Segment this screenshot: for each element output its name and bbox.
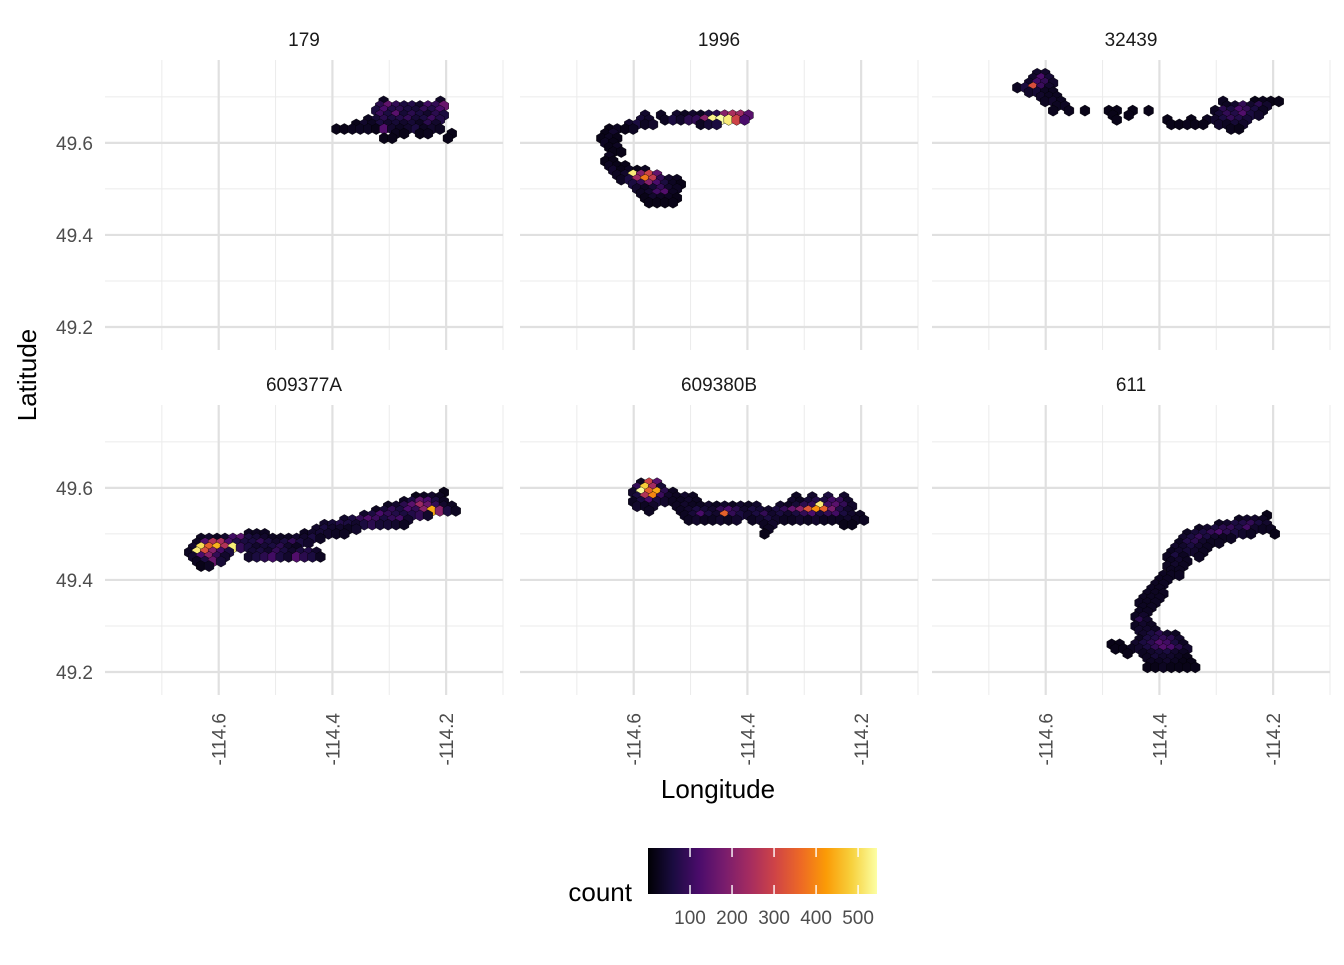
hex-cell (1198, 118, 1209, 131)
hex-cell (315, 551, 326, 563)
hex-cell (339, 528, 350, 540)
hex-cell (1174, 569, 1185, 582)
panels-layer: 179 49.2 49.4 49.6 1996 32439 609377A 49.2 49.4 4… (56, 30, 1331, 695)
y-axis-title: Latitude (12, 329, 42, 422)
hex-cell (1214, 537, 1225, 549)
hex-cell (1190, 661, 1201, 674)
hex-cell (203, 560, 215, 572)
hex-cell (1063, 104, 1075, 117)
x-tick-label: -114.6 (625, 713, 646, 765)
hex-cell (1273, 95, 1284, 108)
hex-cell (628, 123, 639, 135)
hex-cell (858, 514, 870, 526)
x-tick-label: -114.6 (1037, 713, 1058, 765)
legend: count 100 200 300 400 500 (568, 848, 877, 929)
facet-title: 32439 (1105, 30, 1158, 51)
facet-title: 179 (288, 30, 320, 51)
y-tick-label: 49.4 (56, 571, 93, 592)
hex-cell (1233, 123, 1245, 135)
facet-title: 1996 (698, 30, 740, 51)
hex-cell (647, 118, 659, 131)
hex-cell (1245, 528, 1257, 540)
y-tick-label: 49.4 (56, 226, 93, 247)
hex-cell (450, 505, 461, 517)
hex-cell (667, 196, 679, 209)
hex-cell (1143, 104, 1154, 117)
hex-cell (422, 509, 433, 522)
y-tick-label: 49.6 (56, 134, 93, 155)
legend-title: count (568, 877, 632, 907)
facet-title: 609380B (681, 375, 757, 396)
y-tick-label: 49.6 (56, 479, 93, 500)
hex-cell (215, 555, 227, 568)
hex-cell (731, 514, 742, 526)
x-tick-label: -114.4 (738, 713, 759, 766)
hex-cell (422, 127, 433, 140)
x-axis-title: Longitude (661, 774, 775, 804)
hex-cell (442, 132, 453, 145)
legend-tick-label: 500 (842, 908, 874, 929)
hex-cell (711, 118, 722, 131)
hex-cell (1194, 551, 1205, 563)
facet-panel: 609380B (520, 375, 919, 695)
legend-tick-label: 100 (674, 908, 706, 929)
facet-panel: 179 49.2 49.4 49.6 (56, 30, 504, 350)
facet-title: 609377A (266, 375, 342, 396)
hex-cell (1111, 114, 1122, 126)
hex-cell (1122, 647, 1133, 660)
legend-colorbar (648, 848, 877, 894)
hex-cell (351, 523, 362, 536)
x-tick-labels-layer: -114.6 -114.4 -114.2 -114.6 -114.4 -114.2 -114… (210, 713, 1285, 766)
y-tick-label: 49.2 (56, 663, 93, 684)
facet-panel: 611 (932, 375, 1331, 695)
legend-tick-label: 400 (800, 908, 832, 929)
hex-cell (1123, 109, 1134, 122)
x-tick-label: -114.2 (852, 713, 873, 765)
legend-ticks-layer: 100 200 300 400 500 (674, 848, 874, 929)
legend-tick-label: 300 (758, 908, 790, 929)
x-tick-label: -114.6 (210, 713, 231, 765)
hex-cell (399, 127, 410, 140)
hex-cell (1048, 104, 1059, 117)
facet-title: 611 (1116, 375, 1146, 396)
x-tick-label: -114.4 (323, 713, 344, 766)
facet-panel: 1996 (520, 30, 919, 350)
hex-cell (1269, 528, 1280, 540)
hex-cell (759, 528, 770, 540)
hex-cell (644, 505, 655, 517)
hex-cell (1253, 109, 1264, 122)
facet-panel: 609377A 49.2 49.4 49.6 (56, 375, 504, 695)
x-tick-label: -114.4 (1150, 713, 1171, 766)
hex-cell (847, 518, 858, 531)
x-tick-label: -114.2 (1264, 713, 1285, 765)
hex-cell (1226, 532, 1237, 545)
hex-cell (739, 114, 750, 126)
hex-cell (1079, 104, 1091, 117)
facet-panel: 32439 (932, 30, 1331, 350)
hex-cell (387, 132, 398, 145)
x-tick-label: -114.2 (437, 713, 458, 765)
y-tick-label: 49.2 (56, 318, 93, 339)
hex-cell (315, 532, 326, 545)
legend-tick-label: 200 (716, 908, 748, 929)
hex-cell (616, 146, 627, 158)
hex-cell (399, 518, 410, 531)
hex-cell (434, 123, 445, 135)
